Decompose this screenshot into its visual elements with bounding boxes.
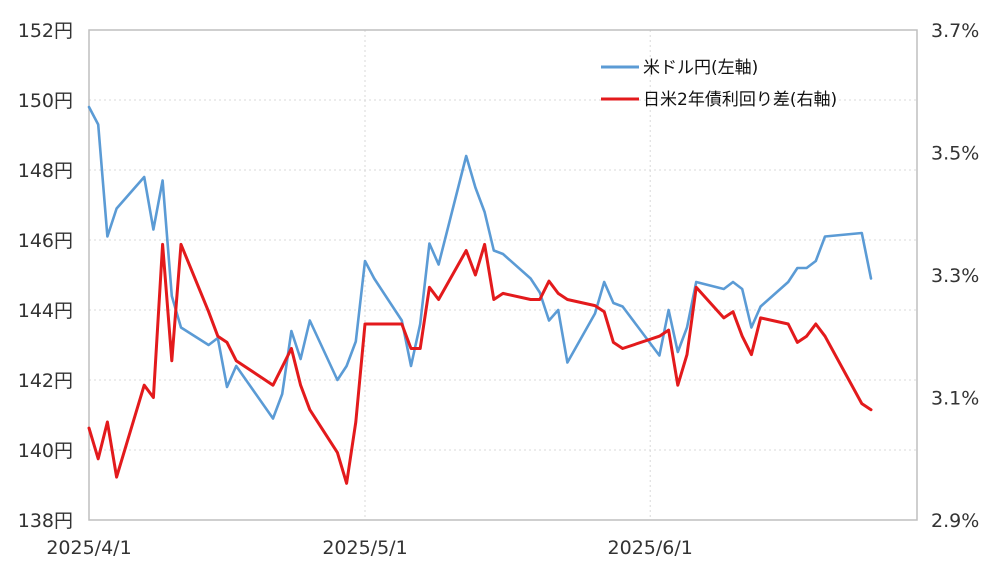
yield-spread-line xyxy=(87,242,873,485)
left-axis: 152円 150円 148円 146円 144円 142円 140円 138円 xyxy=(18,20,73,532)
x-axis-tick-label: 2025/4/1 xyxy=(46,537,131,559)
x-axis-tick-label: 2025/6/1 xyxy=(608,537,693,559)
plot-area xyxy=(88,29,918,521)
right-axis: 3.7% 3.5% 3.3% 3.1% 2.9% xyxy=(931,20,979,532)
left-axis-tick-label: 152円 xyxy=(18,20,73,42)
right-axis-tick-label: 3.7% xyxy=(931,20,979,42)
left-axis-tick-label: 142円 xyxy=(18,370,73,392)
left-axis-tick-label: 140円 xyxy=(18,440,73,462)
right-axis-tick-label: 2.9% xyxy=(931,510,979,532)
right-axis-tick-label: 3.3% xyxy=(931,265,979,287)
legend-label-usdjpy: 米ドル円(左軸) xyxy=(643,58,758,78)
left-axis-tick-label: 138円 xyxy=(18,510,73,532)
usdjpy-line xyxy=(87,105,873,420)
right-axis-tick-label: 3.1% xyxy=(931,388,979,410)
left-axis-tick-label: 146円 xyxy=(18,230,73,252)
left-axis-tick-label: 144円 xyxy=(18,300,73,322)
left-axis-tick-label: 148円 xyxy=(18,160,73,182)
grid xyxy=(89,30,917,520)
x-axis: 2025/4/1 2025/5/1 2025/6/1 xyxy=(46,537,693,559)
legend-label-yield-spread: 日米2年債利回り差(右軸) xyxy=(643,90,837,110)
right-axis-tick-label: 3.5% xyxy=(931,143,979,165)
legend: 米ドル円(左軸) 日米2年債利回り差(右軸) xyxy=(601,58,837,110)
x-axis-tick-label: 2025/5/1 xyxy=(322,537,407,559)
left-axis-tick-label: 150円 xyxy=(18,90,73,112)
series-lines xyxy=(87,105,873,485)
